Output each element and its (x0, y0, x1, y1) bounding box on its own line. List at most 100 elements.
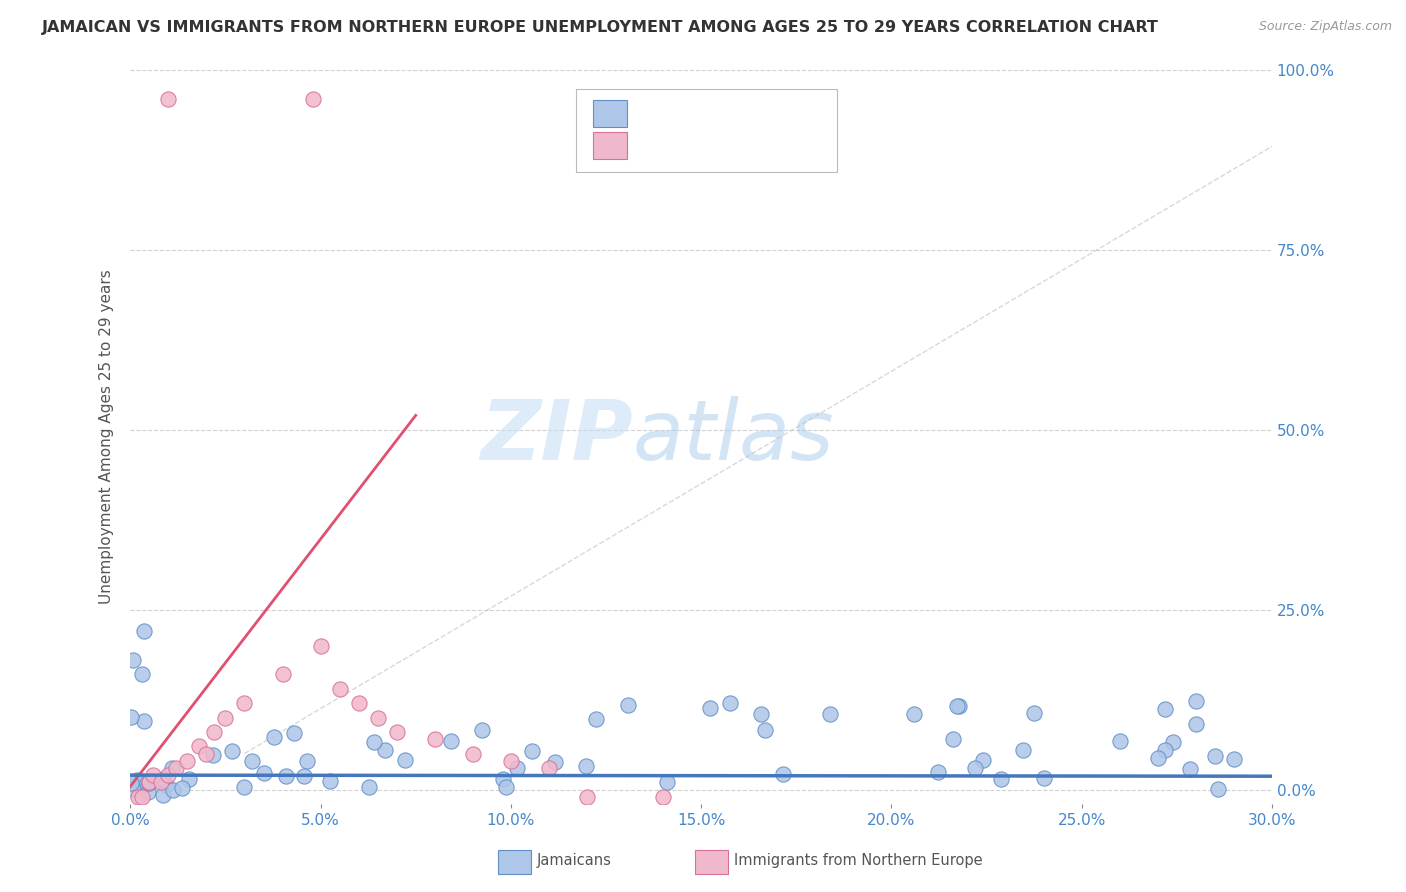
Point (240, 755, 263, 769)
Point (131, 774, 153, 789)
Point (160, 761, 183, 775)
Point (506, 761, 529, 775)
Point (127, 789, 149, 804)
Point (157, 768, 180, 782)
Point (544, 756, 567, 770)
Text: N =: N = (735, 106, 768, 120)
Point (655, 775, 678, 789)
Point (1108, 734, 1130, 748)
Point (152, 788, 174, 802)
Point (187, 739, 209, 754)
Point (202, 725, 225, 739)
Point (134, 624, 156, 639)
Point (149, 775, 172, 789)
Point (1184, 716, 1206, 731)
Point (617, 698, 640, 712)
Point (357, 780, 380, 794)
Text: atlas: atlas (633, 396, 834, 477)
Point (718, 696, 741, 710)
Point (195, 747, 218, 761)
Point (374, 742, 396, 756)
Point (492, 772, 515, 787)
Point (385, 725, 408, 739)
Point (253, 766, 276, 780)
Point (120, 710, 142, 724)
Point (520, 744, 543, 758)
Text: Source: ZipAtlas.com: Source: ZipAtlas.com (1258, 20, 1392, 33)
Point (1204, 748, 1226, 763)
Point (271, 667, 294, 681)
Point (295, 754, 318, 768)
Point (283, 726, 305, 740)
Point (155, 778, 177, 792)
Text: N =: N = (735, 138, 768, 153)
Point (233, 780, 256, 794)
Point (461, 747, 484, 761)
Point (754, 723, 776, 738)
Text: Immigrants from Northern Europe: Immigrants from Northern Europe (734, 854, 983, 868)
Point (652, 789, 675, 804)
Point (394, 753, 416, 767)
Point (120, 776, 142, 790)
Point (319, 774, 342, 789)
Point (1022, 706, 1045, 720)
Point (142, 768, 165, 782)
Point (131, 789, 153, 804)
Point (1146, 751, 1168, 765)
Point (263, 731, 285, 745)
Point (329, 681, 352, 696)
Point (172, 781, 194, 796)
Point (471, 723, 494, 737)
Point (363, 735, 385, 749)
Point (367, 710, 389, 724)
Point (276, 769, 298, 783)
Point (772, 767, 794, 781)
Point (1154, 743, 1177, 757)
Text: 73: 73 (766, 106, 786, 120)
Point (122, 653, 145, 667)
Point (233, 696, 256, 710)
Text: 0.536: 0.536 (672, 138, 718, 153)
Point (423, 732, 446, 747)
Point (1012, 742, 1035, 756)
Point (495, 780, 517, 794)
Point (575, 759, 598, 773)
Point (942, 732, 965, 747)
Point (585, 712, 607, 726)
Point (1206, 781, 1229, 796)
Point (221, 744, 243, 758)
Point (965, 761, 987, 775)
Point (903, 706, 925, 721)
Point (135, 776, 157, 790)
Point (946, 698, 969, 713)
Point (165, 761, 187, 775)
Point (1032, 772, 1054, 786)
Point (972, 753, 994, 767)
Point (292, 768, 315, 782)
Text: R =: R = (634, 106, 665, 120)
Text: R =: R = (634, 138, 671, 153)
Text: Jamaicans: Jamaicans (537, 854, 612, 868)
Point (302, 92, 325, 106)
Point (201, 747, 224, 762)
Point (948, 699, 970, 714)
Point (699, 701, 721, 715)
Text: -0.002: -0.002 (672, 106, 724, 120)
Point (127, 773, 149, 788)
Point (347, 696, 370, 710)
Point (122, 781, 145, 796)
Point (749, 706, 772, 721)
Point (309, 639, 332, 653)
Point (440, 733, 463, 747)
Text: 25: 25 (766, 138, 786, 153)
Point (927, 765, 949, 780)
Point (575, 789, 598, 804)
Y-axis label: Unemployment Among Ages 25 to 29 years: Unemployment Among Ages 25 to 29 years (100, 269, 114, 605)
Point (157, 92, 180, 106)
Point (179, 772, 201, 787)
Point (537, 761, 560, 775)
Text: JAMAICAN VS IMMIGRANTS FROM NORTHERN EUROPE UNEMPLOYMENT AMONG AGES 25 TO 29 YEA: JAMAICAN VS IMMIGRANTS FROM NORTHERN EUR… (42, 20, 1159, 35)
Point (138, 784, 160, 798)
Text: ZIP: ZIP (479, 396, 633, 477)
Point (1161, 735, 1184, 749)
